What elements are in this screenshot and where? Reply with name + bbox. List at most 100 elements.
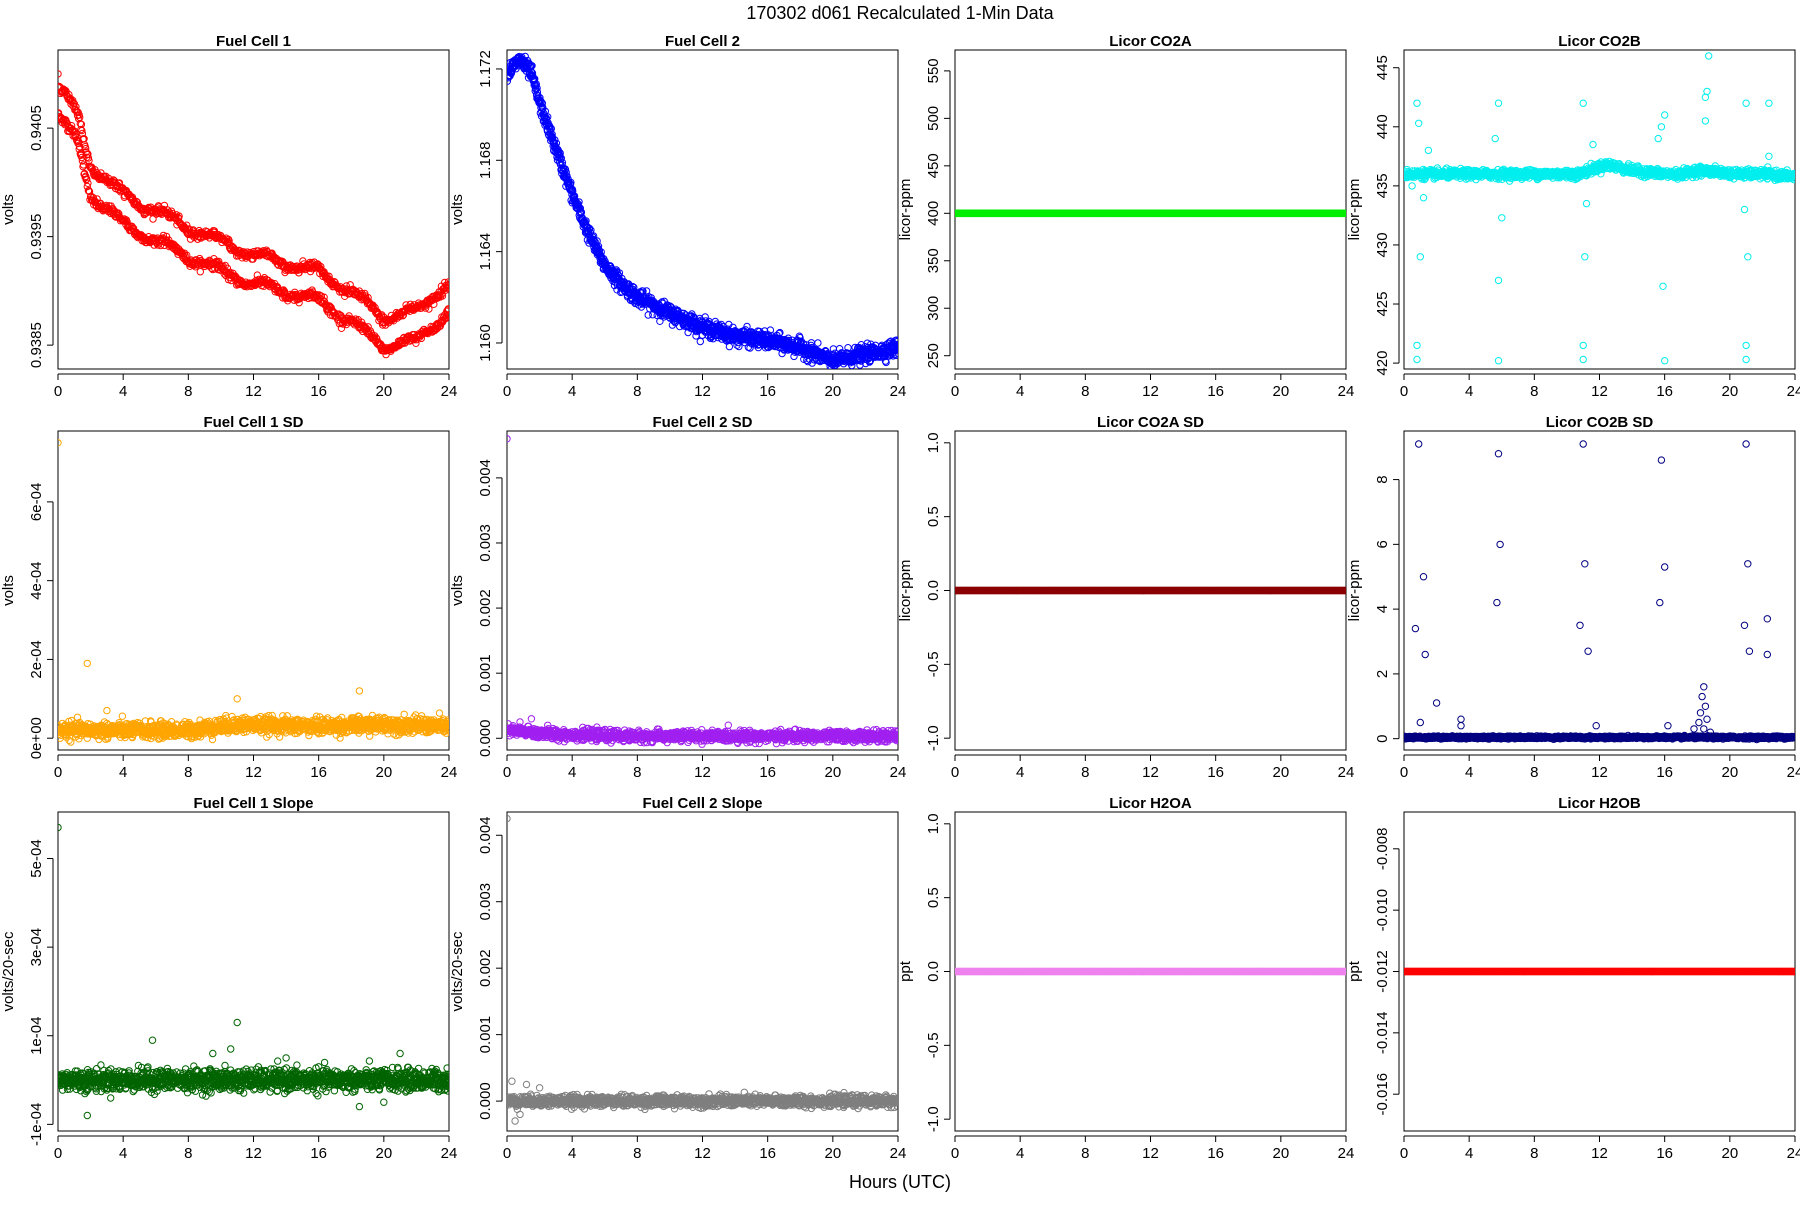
- x-tick-label: 24: [1787, 383, 1800, 400]
- data-point: [1590, 141, 1596, 147]
- data-point: [1743, 100, 1749, 106]
- x-tick-label: 0: [1400, 383, 1408, 400]
- x-tick-label: 16: [1207, 383, 1224, 400]
- data-point: [1702, 118, 1708, 124]
- y-axis-label: licor-ppm: [897, 179, 914, 241]
- data-point: [1741, 206, 1747, 212]
- x-tick-label: 24: [890, 383, 907, 400]
- x-tick-label: 16: [310, 383, 327, 400]
- data-point: [736, 343, 742, 349]
- data-point: [1660, 283, 1666, 289]
- data-point: [1766, 100, 1772, 106]
- panel-title: Fuel Cell 2: [665, 33, 740, 50]
- data-points: [55, 71, 452, 358]
- y-tick-label: 445: [1374, 55, 1391, 80]
- data-point: [1662, 358, 1668, 364]
- y-tick-label: 420: [1374, 351, 1391, 376]
- x-tick-label: 24: [441, 383, 458, 400]
- x-tick-label: 16: [759, 383, 776, 400]
- x-tick-label: 24: [1338, 383, 1355, 400]
- x-tick-label: 0: [54, 764, 62, 781]
- x-tick-label: 0: [503, 383, 511, 400]
- data-point: [1745, 254, 1751, 260]
- data-point: [1580, 356, 1586, 362]
- data-point: [1499, 215, 1505, 221]
- data-point: [1492, 135, 1498, 141]
- y-tick-label: 1.168: [477, 142, 494, 180]
- x-tick-label: 12: [1591, 383, 1608, 400]
- data-point: [697, 338, 703, 344]
- panel-title: Licor CO2A: [1109, 33, 1192, 50]
- x-tick-label: 4: [1465, 383, 1473, 400]
- y-tick-label: 2e-04: [28, 640, 45, 678]
- panel-title: Licor CO2B: [1558, 33, 1641, 50]
- data-point: [1416, 120, 1422, 126]
- y-tick-label: 1.172: [477, 50, 494, 88]
- data-point: [1420, 195, 1426, 201]
- data-point: [1495, 277, 1501, 283]
- y-tick-label: 250: [925, 343, 942, 368]
- data-points: [1401, 53, 1798, 364]
- y-axis-label: licor-ppm: [1346, 179, 1363, 241]
- x-tick-label: 16: [310, 764, 327, 781]
- x-tick-label: 12: [245, 764, 262, 781]
- data-point: [1495, 100, 1501, 106]
- y-tick-label: 500: [925, 106, 942, 131]
- x-tick-label: 8: [1081, 383, 1089, 400]
- data-point: [1766, 153, 1772, 159]
- x-tick-label: 8: [184, 383, 192, 400]
- data-point: [1658, 124, 1664, 130]
- data-point: [815, 340, 821, 346]
- figure-title: 170302 d061 Recalculated 1-Min Data: [746, 3, 1054, 23]
- x-tick-label: 0: [951, 383, 959, 400]
- y-tick-label: 550: [925, 58, 942, 83]
- x-tick-label: 4: [119, 764, 127, 781]
- x-tick-label: 20: [375, 764, 392, 781]
- plot-frame: [955, 50, 1346, 369]
- data-point: [1414, 356, 1420, 362]
- y-tick-label: 1.160: [477, 324, 494, 362]
- panel-title: Fuel Cell 1 SD: [203, 414, 303, 431]
- x-tick-label: 12: [245, 383, 262, 400]
- data-point: [1655, 135, 1661, 141]
- y-axis-label: volts: [0, 194, 17, 225]
- data-point: [1417, 254, 1423, 260]
- y-axis-label: volts: [0, 575, 17, 606]
- y-tick-label: 0e+00: [28, 717, 45, 759]
- y-tick-label: 1.164: [477, 233, 494, 271]
- y-tick-label: 435: [1374, 173, 1391, 198]
- y-tick-label: 425: [1374, 292, 1391, 317]
- y-tick-label: 440: [1374, 114, 1391, 139]
- data-point: [1743, 356, 1749, 362]
- y-axis-label: volts: [449, 194, 466, 225]
- data-points: [952, 210, 1350, 217]
- data-point: [1414, 342, 1420, 348]
- x-tick-label: 16: [1656, 383, 1673, 400]
- x-tick-label: 12: [694, 383, 711, 400]
- data-point: [726, 343, 732, 349]
- x-tick-label: 4: [1016, 383, 1024, 400]
- x-tick-label: 20: [1721, 383, 1738, 400]
- y-tick-label: 430: [1374, 232, 1391, 257]
- data-point: [1580, 100, 1586, 106]
- y-tick-label: 400: [925, 201, 942, 226]
- y-tick-label: 4e-04: [28, 561, 45, 599]
- y-tick-label: 0.9405: [28, 105, 45, 151]
- x-tick-label: 20: [824, 383, 841, 400]
- panel-title: Fuel Cell 1: [216, 33, 291, 50]
- x-tick-label: 12: [1142, 383, 1159, 400]
- x-tick-label: 4: [119, 383, 127, 400]
- y-tick-label: 6e-04: [28, 483, 45, 521]
- data-point: [1583, 200, 1589, 206]
- data-points: [504, 53, 901, 372]
- data-point: [1495, 358, 1501, 364]
- x-tick-label: 4: [568, 383, 576, 400]
- plot-frame: [58, 431, 449, 750]
- x-tick-label: 20: [1272, 383, 1289, 400]
